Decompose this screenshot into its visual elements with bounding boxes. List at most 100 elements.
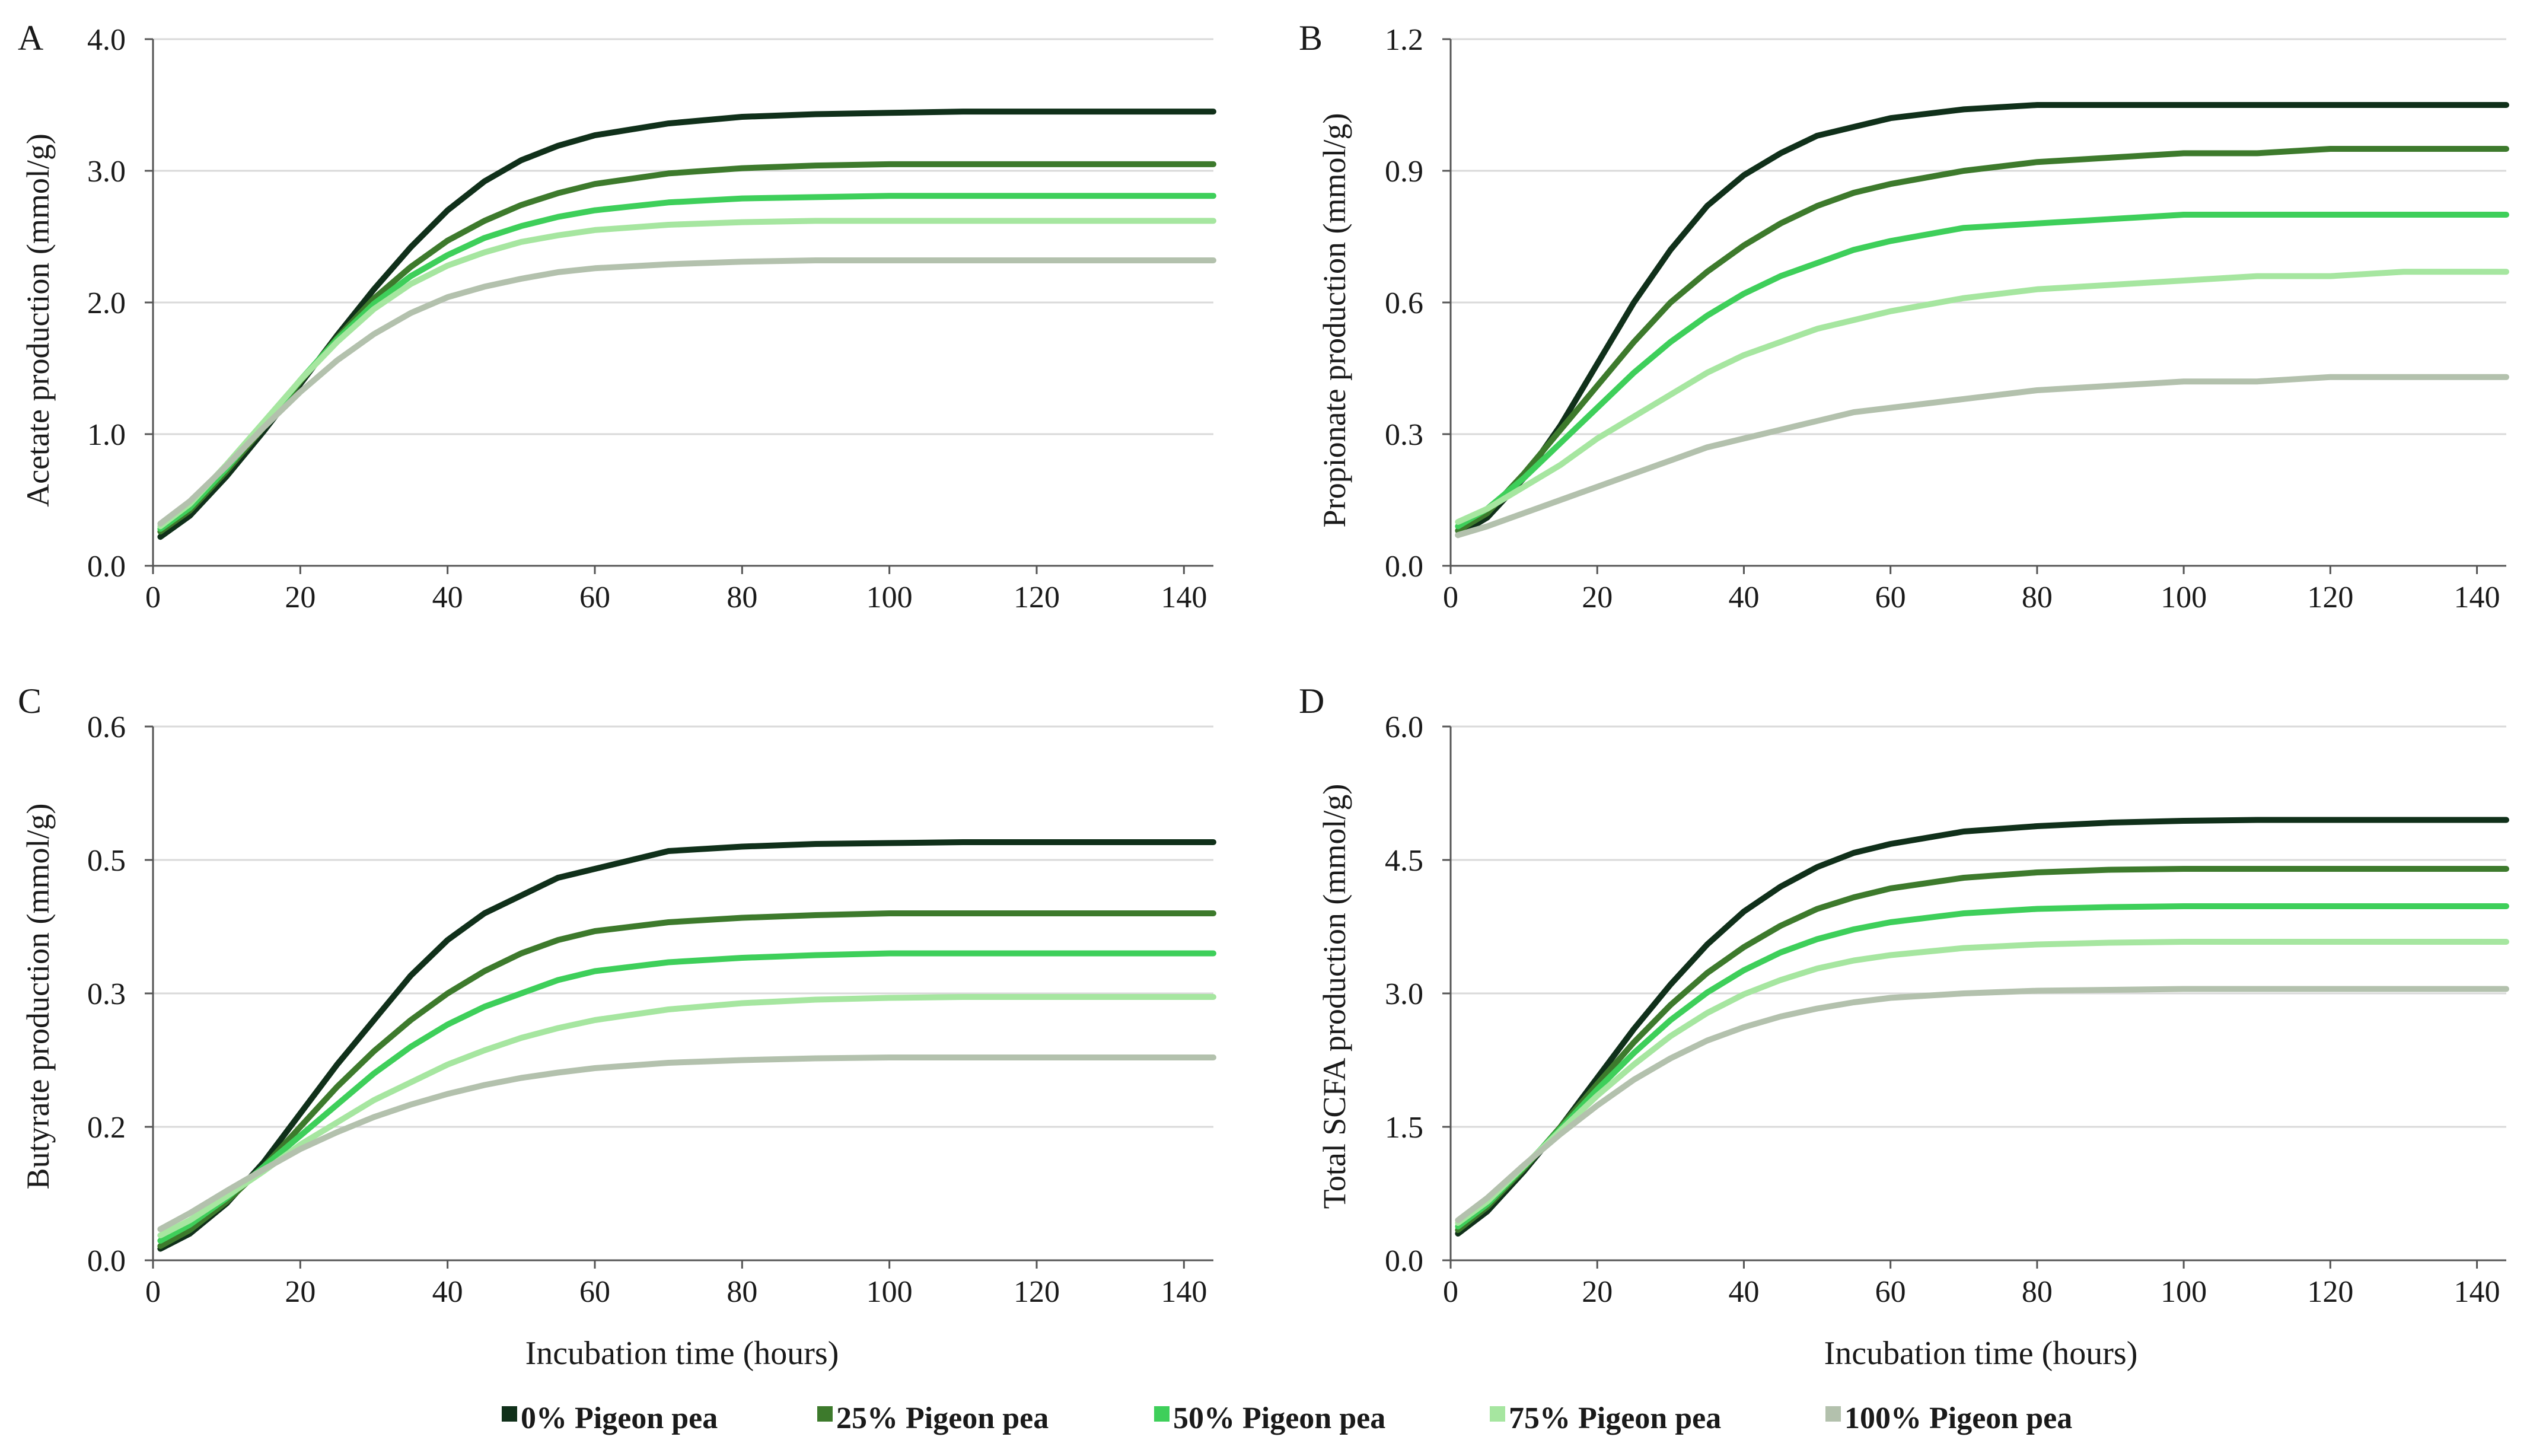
panel-b-x-tick-labels: 0 20 40 60 80 100 120 140 xyxy=(1443,581,2500,614)
panel-b-x-tick-label: 60 xyxy=(1875,581,1906,614)
panel-b-x-tick-label: 140 xyxy=(2454,581,2500,614)
panel-c-x-tick-label: 0 xyxy=(145,1275,161,1309)
panel-b-x-tick-label: 80 xyxy=(2022,581,2053,614)
panel-a-x-tick-labels: 0 20 40 60 80 100 120 140 xyxy=(145,581,1207,614)
panel-b-y-tick-label: 0.0 xyxy=(1385,550,1423,584)
panel-d-x-tick-label: 120 xyxy=(2307,1275,2353,1309)
legend-item: 25% Pigeon pea xyxy=(817,1401,1049,1435)
panel-d: D 0.0 1.5 3.0 4.5 6.0 0 20 40 60 80 100 … xyxy=(1299,681,2509,1372)
panel-c-series xyxy=(157,839,1216,1252)
panel-c-y-tick-labels: 0.0 0.2 0.3 0.5 0.6 xyxy=(87,711,126,1278)
panel-c-letter: C xyxy=(18,681,42,721)
panel-d-x-tick-label: 60 xyxy=(1875,1275,1906,1309)
series-line-0-pigeon-pea xyxy=(1455,817,2509,1237)
panel-c-y-tick-label: 0.5 xyxy=(87,844,126,878)
series-line-0-pigeon-pea xyxy=(1455,102,2509,539)
panel-c-y-tick-label: 0.6 xyxy=(87,711,126,744)
panel-c-x-tick-labels: 0 20 40 60 80 100 120 140 xyxy=(145,1275,1207,1309)
panel-c-x-tick-label: 20 xyxy=(285,1275,316,1309)
legend-swatch xyxy=(1490,1406,1505,1422)
panel-d-x-tick-label: 100 xyxy=(2161,1275,2207,1309)
panel-c-x-tick-label: 100 xyxy=(866,1275,913,1309)
legend-label: 25% Pigeon pea xyxy=(836,1401,1049,1435)
series-line-100-pigeon-pea xyxy=(1455,986,2509,1224)
panel-d-letter: D xyxy=(1299,681,1324,721)
panel-d-x-axis-label: Incubation time (hours) xyxy=(1824,1335,2138,1372)
panel-d-y-tick-label: 3.0 xyxy=(1385,977,1423,1011)
panel-a-y-tick-label: 4.0 xyxy=(87,23,126,57)
panel-b-y-tick-label: 1.2 xyxy=(1385,23,1423,57)
panel-d-y-tick-label: 0.0 xyxy=(1385,1244,1423,1278)
series-line-75-pigeon-pea xyxy=(1455,939,2509,1226)
panel-c-y-tick-label: 0.3 xyxy=(87,977,126,1011)
legend-label: 0% Pigeon pea xyxy=(521,1401,718,1435)
panel-d-x-tick-label: 140 xyxy=(2454,1275,2500,1309)
panel-b-y-tick-labels: 0.0 0.3 0.6 0.9 1.2 xyxy=(1385,23,1423,584)
panel-a-gridlines xyxy=(153,38,1213,435)
series-line-75-pigeon-pea xyxy=(157,994,1216,1238)
panel-a-y-axis-label: Acetate production (mmol/g) xyxy=(20,133,56,507)
legend-swatch xyxy=(502,1406,517,1422)
panel-a-series xyxy=(157,109,1216,540)
series-line-100-pigeon-pea xyxy=(1455,374,2509,539)
panel-b-letter: B xyxy=(1299,18,1323,58)
legend-item: 50% Pigeon pea xyxy=(1154,1401,1385,1435)
panel-b-y-tick-label: 0.9 xyxy=(1385,155,1423,189)
legend-swatch xyxy=(1154,1406,1170,1422)
panel-b-x-tick-label: 120 xyxy=(2307,581,2353,614)
panel-a-x-tick-label: 20 xyxy=(285,581,316,614)
panel-b-x-tick-label: 20 xyxy=(1582,581,1613,614)
series-line-50-pigeon-pea xyxy=(157,950,1216,1244)
panel-a-y-tick-label: 3.0 xyxy=(87,155,126,189)
legend-label: 50% Pigeon pea xyxy=(1173,1401,1385,1435)
legend-label: 100% Pigeon pea xyxy=(1844,1401,2072,1435)
panel-c-x-tick-label: 140 xyxy=(1161,1275,1207,1309)
panel-b-y-tick-label: 0.6 xyxy=(1385,286,1423,320)
legend-item: 0% Pigeon pea xyxy=(502,1401,718,1435)
legend-item: 75% Pigeon pea xyxy=(1490,1401,1721,1435)
panel-a-x-tick-label: 140 xyxy=(1161,581,1207,614)
panel-a: A 0.0 1.0 2.0 3.0 4.0 0 20 40 60 80 100 … xyxy=(18,18,1216,614)
panel-a-letter: A xyxy=(18,18,43,58)
panel-b-axes xyxy=(1442,38,2506,574)
legend-label: 75% Pigeon pea xyxy=(1509,1401,1721,1435)
panel-b-x-tick-label: 0 xyxy=(1443,581,1458,614)
panel-d-y-tick-label: 6.0 xyxy=(1385,711,1423,744)
panel-b-x-tick-label: 100 xyxy=(2161,581,2207,614)
panel-a-x-tick-label: 120 xyxy=(1014,581,1060,614)
panel-c-x-tick-label: 80 xyxy=(727,1275,757,1309)
panel-d-x-tick-labels: 0 20 40 60 80 100 120 140 xyxy=(1443,1275,2500,1309)
panel-c-y-tick-label: 0.2 xyxy=(87,1111,126,1145)
legend-swatch xyxy=(817,1406,833,1422)
series-line-75-pigeon-pea xyxy=(157,218,1216,530)
panel-b-y-axis-label: Propionate production (mmol/g) xyxy=(1317,113,1352,528)
panel-a-y-tick-labels: 0.0 1.0 2.0 3.0 4.0 xyxy=(87,23,126,584)
panel-a-axes xyxy=(145,38,1213,574)
panel-a-x-tick-label: 0 xyxy=(145,581,161,614)
panel-a-x-tick-label: 60 xyxy=(579,581,610,614)
series-line-0-pigeon-pea xyxy=(157,839,1216,1252)
panel-d-x-tick-label: 20 xyxy=(1582,1275,1613,1309)
panel-a-y-tick-label: 2.0 xyxy=(87,286,126,320)
panel-d-x-tick-label: 40 xyxy=(1728,1275,1759,1309)
panel-c-gridlines xyxy=(153,725,1213,1128)
panel-d-x-tick-label: 80 xyxy=(2022,1275,2053,1309)
panel-d-y-tick-labels: 0.0 1.5 3.0 4.5 6.0 xyxy=(1385,711,1423,1278)
series-line-50-pigeon-pea xyxy=(1455,212,2509,530)
panel-b-x-tick-label: 40 xyxy=(1728,581,1759,614)
panel-c-x-axis-label: Incubation time (hours) xyxy=(525,1335,839,1372)
panel-c: C 0.0 0.2 0.3 0.5 0.6 0 20 40 60 80 100 … xyxy=(18,681,1216,1372)
panel-c-y-axis-label: Butyrate production (mmol/g) xyxy=(20,804,56,1190)
series-line-25-pigeon-pea xyxy=(1455,146,2509,534)
panel-d-axes xyxy=(1442,725,2506,1269)
panel-a-x-tick-label: 40 xyxy=(432,581,463,614)
panel-c-x-tick-label: 40 xyxy=(432,1275,463,1309)
legend: 0% Pigeon pea 25% Pigeon pea 50% Pigeon … xyxy=(502,1401,2072,1435)
panel-b-series xyxy=(1455,102,2509,539)
panel-d-series xyxy=(1455,817,2509,1237)
panel-b-y-tick-label: 0.3 xyxy=(1385,418,1423,452)
panel-c-axes xyxy=(145,725,1213,1269)
series-line-100-pigeon-pea xyxy=(157,1054,1216,1232)
panel-b: B 0.0 0.3 0.6 0.9 1.2 0 20 40 60 80 100 … xyxy=(1299,18,2509,614)
